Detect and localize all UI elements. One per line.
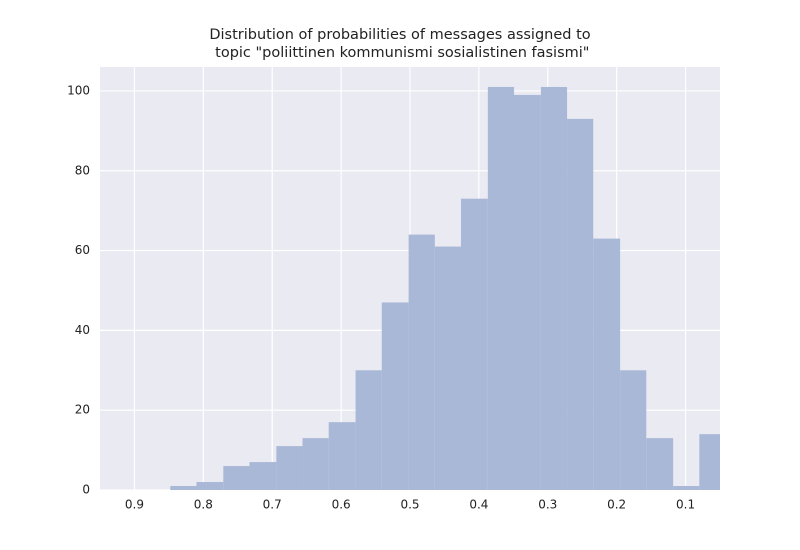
bar xyxy=(276,446,303,490)
bar xyxy=(620,370,647,490)
bar xyxy=(196,482,224,490)
bar xyxy=(355,370,382,490)
x-tick-label: 0.3 xyxy=(538,498,557,512)
bar xyxy=(593,238,621,490)
bar xyxy=(302,438,329,490)
bar xyxy=(673,486,700,490)
bar xyxy=(249,462,277,490)
bar xyxy=(567,118,594,490)
x-tick-label: 0.5 xyxy=(400,498,419,512)
y-tick-label: 60 xyxy=(75,243,90,257)
x-tick-label: 0.7 xyxy=(263,498,282,512)
y-tick-label: 0 xyxy=(82,483,90,497)
x-tick-label: 0.4 xyxy=(469,498,488,512)
bar xyxy=(487,86,515,490)
tick-labels: 0 20 40 60 80 100 0.9 0.8 0.7 0.6 0.5 0.4 0.3 0.2 0.1 xyxy=(67,83,695,511)
y-tick-label: 80 xyxy=(75,163,90,177)
y-tick-label: 100 xyxy=(67,83,90,97)
bar xyxy=(646,438,674,490)
y-tick-label: 20 xyxy=(75,403,90,417)
bar xyxy=(328,422,356,490)
bars xyxy=(170,86,720,490)
y-tick-label: 40 xyxy=(75,323,90,337)
bar xyxy=(699,434,720,490)
bar xyxy=(514,94,541,490)
bar xyxy=(434,246,461,490)
x-tick-label: 0.9 xyxy=(125,498,144,512)
bar xyxy=(460,198,488,490)
x-tick-label: 0.1 xyxy=(676,498,695,512)
bar xyxy=(170,486,197,490)
chart-title: Distribution of probabilities of message… xyxy=(209,27,591,61)
bar xyxy=(381,302,409,490)
x-tick-label: 0.8 xyxy=(194,498,213,512)
bar xyxy=(540,86,568,490)
bar xyxy=(408,234,435,490)
x-tick-label: 0.2 xyxy=(607,498,626,512)
bar xyxy=(223,466,250,490)
x-tick-label: 0.6 xyxy=(332,498,351,512)
